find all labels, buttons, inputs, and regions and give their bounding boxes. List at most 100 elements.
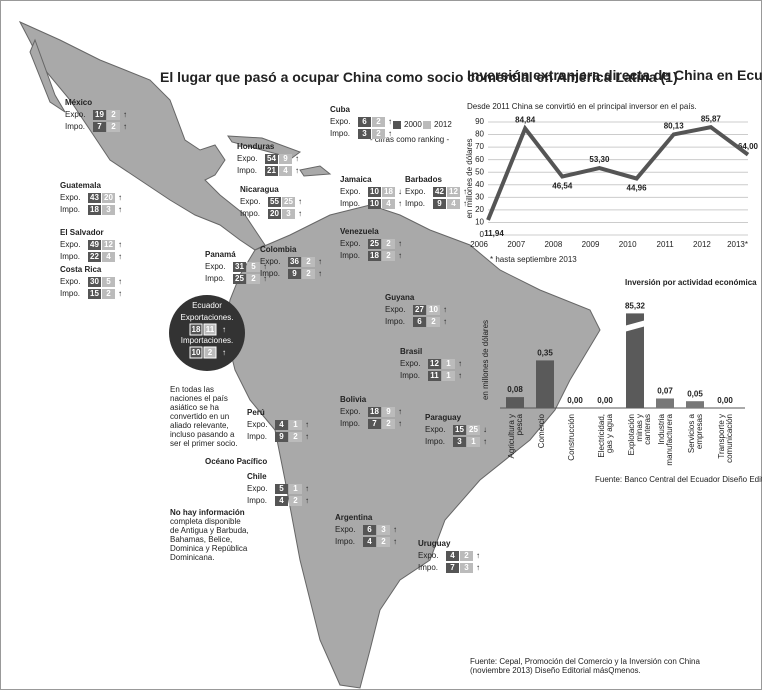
y-tick-label: 90: [475, 117, 484, 126]
row-label: Expo.: [385, 305, 405, 314]
rank-box: [447, 187, 460, 197]
x-tick-label: Servicios aempresas: [687, 413, 704, 453]
rank-2000: 9: [279, 432, 284, 441]
rank-box: [189, 323, 203, 336]
chart-title: Inversión por actividad económica: [625, 278, 757, 287]
rank-2012: 2: [381, 537, 386, 546]
rank-2012: 9: [283, 154, 288, 163]
trend: ↑: [443, 305, 447, 314]
rank-box: [302, 269, 315, 279]
row-label: Impo.: [60, 289, 80, 298]
rank-2000: 9: [437, 199, 442, 208]
row-label: Expo.: [335, 525, 355, 534]
rank-box: [93, 122, 106, 132]
rank-box: [442, 359, 455, 369]
rank-2012: 4: [386, 199, 391, 208]
rank-box: [427, 305, 440, 315]
y-tick-label: 10: [475, 218, 484, 227]
rank-box: [282, 209, 295, 219]
rank-2012: 2: [376, 117, 381, 126]
y-tick-label: 50: [475, 167, 484, 176]
rank-2012: 2: [386, 419, 391, 428]
rank-2000: 12: [430, 359, 439, 368]
country-name: Venezuela: [340, 227, 379, 236]
rank-box: [363, 537, 376, 547]
rank-2012: 2: [251, 274, 256, 283]
country-name: Colombia: [260, 245, 297, 254]
row-label: Expo.: [425, 425, 445, 434]
y-label: en millones de dólares: [465, 138, 474, 218]
country-name: Guyana: [385, 293, 415, 302]
trend: ↑: [118, 205, 122, 214]
legend-swatch: [423, 121, 431, 129]
row-label: Impo.: [418, 563, 438, 572]
x-tick-label: Construcción: [567, 414, 576, 461]
rank-2000: 15: [455, 425, 464, 434]
rank-2012: 2: [306, 269, 311, 278]
x-tick-label: 2006: [470, 240, 488, 249]
rank-2012: 2: [431, 317, 436, 326]
country-name: Jamaica: [340, 175, 372, 184]
rank-box: [368, 407, 381, 417]
chart-title: Inversión extranjera directa de China en…: [467, 67, 762, 83]
rank-2012: 1: [446, 371, 451, 380]
rank-2012: 2: [386, 251, 391, 260]
rank-box: [247, 274, 260, 284]
trend: ↓: [398, 187, 402, 196]
row-label: Impo.: [240, 209, 260, 218]
bar: [626, 313, 644, 408]
rank-box: [107, 110, 120, 120]
rank-box: [433, 187, 446, 197]
rank-box: [275, 420, 288, 430]
rank-2012: 2: [293, 432, 298, 441]
axis-break: [624, 320, 646, 332]
rank-box: [382, 407, 395, 417]
bar: [506, 397, 524, 408]
y-tick-label: 40: [475, 180, 484, 189]
rank-2012: 10: [429, 305, 438, 314]
rank-2000: 3: [362, 129, 367, 138]
rank-box: [372, 129, 385, 139]
rank-2012: 1: [293, 484, 298, 493]
row-label: Expo.: [418, 551, 438, 560]
rank-2012: 4: [106, 252, 111, 261]
no-info: completa disponible de Antigua y Barbuda,…: [170, 517, 249, 562]
rank-2012: 18: [384, 187, 393, 196]
x-tick-label: 2013*: [727, 240, 748, 249]
rank-2000: 6: [362, 117, 367, 126]
baja: [29, 38, 66, 113]
rank-2012: 2: [111, 110, 116, 119]
rank-box: [203, 346, 217, 359]
rank-2000: 18: [370, 407, 379, 416]
chart-source: Fuente: Banco Central del Ecuador Diseño…: [595, 475, 762, 484]
rank-2012: 2: [464, 551, 469, 560]
rank-box: [189, 346, 203, 359]
rank-2012: 1: [471, 437, 476, 446]
rank-box: [203, 323, 217, 336]
x-tick-label: Industriamanufacturera: [657, 413, 674, 465]
rank-2000: 4: [279, 496, 284, 505]
rank-box: [447, 199, 460, 209]
rank-box: [88, 289, 101, 299]
rank-box: [88, 205, 101, 215]
rank-2000: 4: [367, 537, 372, 546]
x-tick-label: 2008: [544, 240, 562, 249]
rank-box: [102, 289, 115, 299]
rank-2012: 3: [464, 563, 469, 572]
rank-2012: 1: [293, 420, 298, 429]
trend: ↑: [398, 199, 402, 208]
y-tick-label: 20: [475, 205, 484, 214]
rank-2012: 2: [376, 129, 381, 138]
rank-2000: 11: [430, 371, 439, 380]
legend-swatch: [393, 121, 401, 129]
rank-2000: 55: [270, 197, 279, 206]
rank-box: [288, 257, 301, 267]
rank-box: [382, 251, 395, 261]
x-tick-label: Comercio: [537, 413, 546, 448]
value-label: 0,35: [537, 349, 553, 358]
value-label: 53,30: [589, 155, 610, 164]
x-tick-label: Agricultura ypesca: [507, 413, 524, 458]
country-name: Barbados: [405, 175, 442, 184]
rank-2012: 3: [381, 525, 386, 534]
country-name: Argentina: [335, 513, 373, 522]
